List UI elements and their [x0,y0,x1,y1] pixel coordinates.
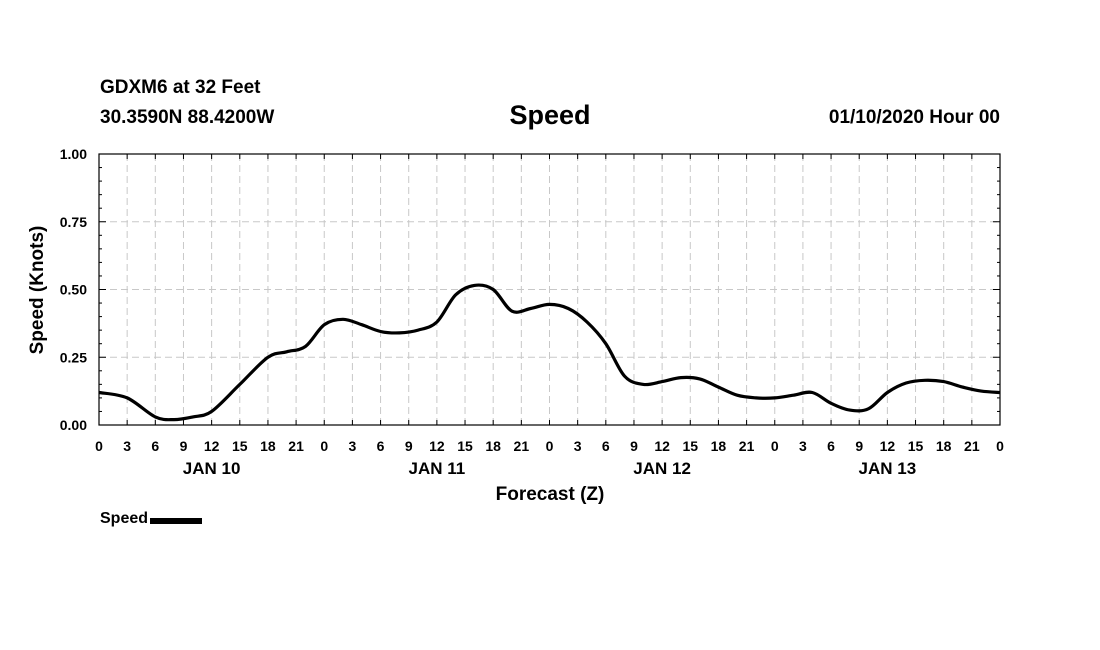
x-tick-label: 6 [151,438,159,454]
x-axis-title: Forecast (Z) [496,484,605,505]
legend: Speed [100,510,203,528]
y-tick-label: 1.00 [60,146,87,162]
legend-swatch-speed [150,517,203,524]
run-time: 01/10/2020 Hour 00 [828,107,1000,128]
x-tick-label: 0 [320,438,328,454]
y-tick-label: 0.75 [60,214,87,230]
day-label: JAN 12 [633,459,691,478]
x-tick-label: 21 [514,438,530,454]
station-coordinates: 30.3590N 88.4200W [100,107,275,128]
x-tick-label: 12 [654,438,670,454]
x-tick-label: 15 [682,438,698,454]
x-tick-label: 18 [485,438,501,454]
day-label: JAN 11 [409,459,466,478]
x-tick-label: 15 [457,438,473,454]
x-tick-label: 21 [288,438,304,454]
x-tick-label: 9 [405,438,413,454]
x-tick-label: 0 [546,438,554,454]
x-tick-label: 21 [964,438,980,454]
x-tick-label: 12 [429,438,445,454]
x-tick-label: 0 [996,438,1004,454]
x-tick-label: 18 [936,438,952,454]
x-tick-label: 18 [260,438,276,454]
day-label: JAN 10 [183,459,241,478]
x-tick-label: 0 [95,438,103,454]
x-tick-label: 9 [630,438,638,454]
x-tick-label: 3 [349,438,357,454]
x-tick-label: 3 [799,438,807,454]
x-tick-label: 18 [711,438,727,454]
x-tick-label: 6 [827,438,835,454]
y-tick-label: 0.25 [60,349,87,365]
series-layer [98,283,1001,422]
x-tick-label: 9 [180,438,188,454]
x-tick-label: 6 [602,438,610,454]
grid [99,154,1000,425]
y-tick-label: 0.50 [60,282,87,298]
axis-labels: 0 3 6 9 12 15 18 21 0 3 6 9 12 15 18 21 0 3 6 9 12 15 18 21 0 3 6 9… [60,146,1004,478]
x-tick-label: 15 [908,438,924,454]
y-tick-label: 0.00 [60,417,87,433]
x-tick-label: 9 [855,438,863,454]
legend-label: Speed [100,510,149,527]
x-tick-label: 0 [771,438,779,454]
station-title: GDXM6 at 32 Feet [100,77,261,98]
x-tick-label: 3 [574,438,582,454]
x-tick-label: 12 [880,438,896,454]
x-tick-label: 15 [232,438,248,454]
day-label: JAN 13 [859,459,917,478]
series-line-speed [98,283,1001,422]
x-tick-label: 6 [377,438,385,454]
x-tick-label: 21 [739,438,755,454]
x-tick-label: 12 [204,438,220,454]
x-tick-label: 3 [123,438,131,454]
chart-title: Speed [509,100,591,130]
axis-ticks [98,153,1001,426]
y-axis-title: Speed (Knots) [27,226,48,355]
